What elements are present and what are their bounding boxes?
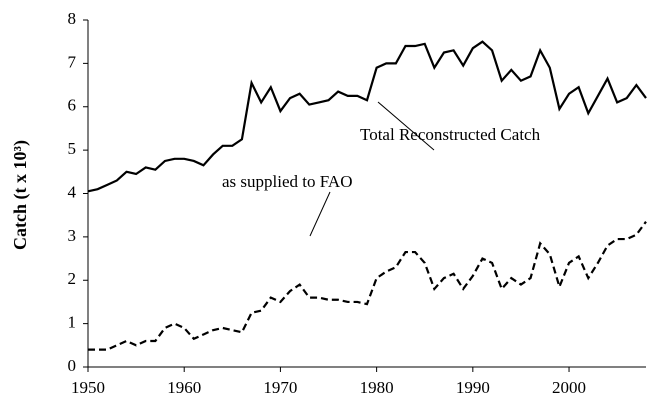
y-tick-label: 2 <box>68 269 77 288</box>
y-tick-label: 5 <box>68 139 77 158</box>
x-tick-label: 1970 <box>263 378 297 397</box>
y-tick-label: 8 <box>68 9 77 28</box>
x-tick-label: 2000 <box>552 378 586 397</box>
leader-line <box>309 191 331 237</box>
y-tick-label: 7 <box>68 52 77 71</box>
annotation: Total Reconstructed Catch <box>360 125 541 144</box>
x-tick-label: 1980 <box>360 378 394 397</box>
y-tick-label: 6 <box>68 96 77 115</box>
x-tick-label: 1950 <box>71 378 105 397</box>
series-line <box>87 40 647 193</box>
leader-line <box>377 101 435 151</box>
y-tick-label: 0 <box>68 356 77 375</box>
series-line <box>88 221 647 351</box>
x-tick-label: 1990 <box>456 378 490 397</box>
y-tick-label: 3 <box>68 226 77 245</box>
x-tick-label: 1960 <box>167 378 201 397</box>
y-tick-label: 4 <box>68 182 77 201</box>
annotation: as supplied to FAO <box>222 172 353 191</box>
y-axis-label: Catch (t x 10³) <box>10 140 31 250</box>
y-tick-label: 1 <box>68 313 77 332</box>
